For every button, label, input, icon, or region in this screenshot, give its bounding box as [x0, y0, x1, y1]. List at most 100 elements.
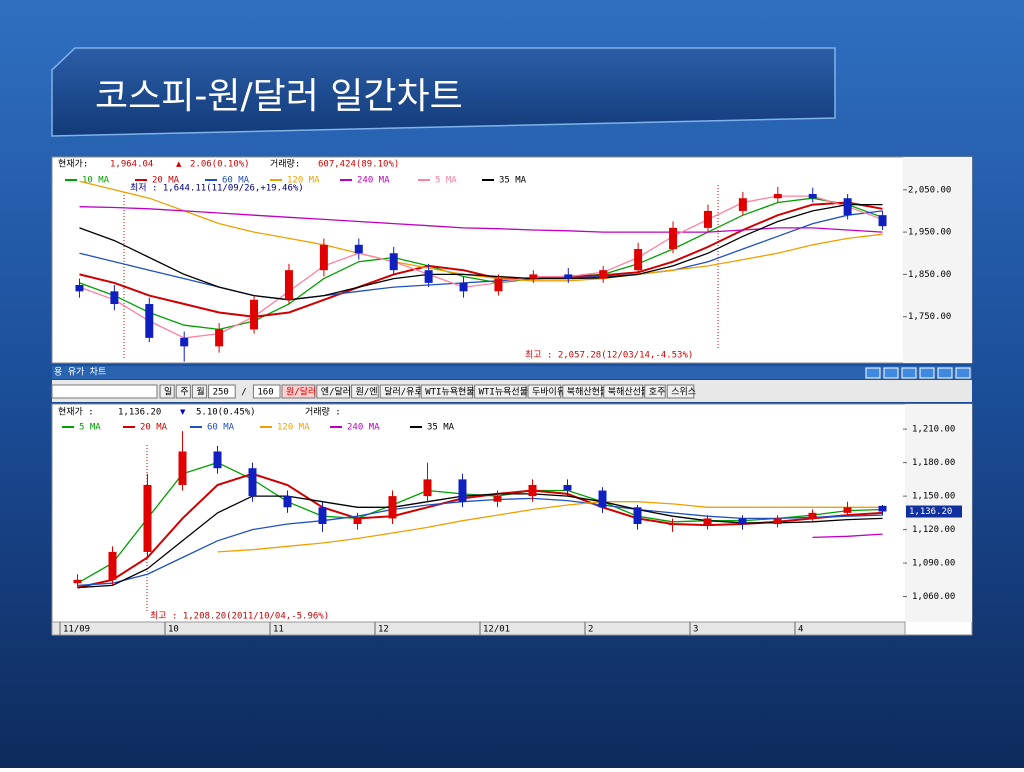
- candle-body: [773, 518, 782, 525]
- legend-label: 20 MA: [140, 423, 168, 433]
- candle-body: [354, 244, 363, 254]
- candle-body: [180, 337, 189, 347]
- y-tick-label: 1,150.00: [912, 492, 955, 502]
- ma-line: [77, 493, 883, 589]
- info-text: 현재가:: [58, 159, 88, 170]
- button-label[interactable]: 두바이유: [532, 387, 565, 398]
- candle-body: [634, 249, 643, 271]
- icon[interactable]: [919, 367, 935, 379]
- button[interactable]: [603, 384, 644, 399]
- y-tick-label: 1,090.00: [912, 559, 955, 569]
- button-label[interactable]: 엔/달러: [321, 386, 351, 398]
- icon[interactable]: [955, 367, 971, 379]
- y-tick-label: 1,850.00: [908, 270, 951, 280]
- button-label[interactable]: 스위스: [671, 387, 696, 398]
- candle-body: [108, 551, 117, 580]
- button[interactable]: [644, 384, 666, 399]
- input-box[interactable]: [51, 384, 158, 399]
- candle-body: [178, 451, 187, 485]
- button[interactable]: [281, 384, 316, 399]
- y-tick-label: 1,210.00: [912, 425, 955, 435]
- button-label[interactable]: 북해산현물: [567, 387, 608, 398]
- candle-body: [318, 507, 327, 525]
- icon[interactable]: [937, 367, 953, 379]
- ma-line: [79, 195, 883, 339]
- legend-label: 60 MA: [207, 423, 235, 433]
- x-tick-label: 11/09: [63, 625, 90, 635]
- candle-body: [424, 270, 433, 283]
- y-tick-label: 1,750.00: [908, 312, 951, 322]
- toolbar-title: 용 유가 차트: [54, 366, 106, 378]
- legend-label: 240 MA: [357, 176, 390, 186]
- input-box[interactable]: [208, 384, 236, 399]
- button[interactable]: [316, 384, 351, 399]
- x-axis-strip: [51, 621, 906, 636]
- button[interactable]: [666, 384, 695, 399]
- title-banner: [51, 47, 836, 137]
- icon[interactable]: [901, 367, 917, 379]
- info-text: ▼: [180, 408, 186, 418]
- button-label[interactable]: 일: [164, 387, 172, 398]
- candle-body: [215, 329, 224, 347]
- legend-label: 5 MA: [79, 423, 101, 433]
- info-text: 1,136.20: [118, 408, 161, 418]
- button-label[interactable]: 달러/유로: [384, 386, 423, 398]
- info-text: 현재가 :: [58, 407, 94, 418]
- y-tick-label: 2,050.00: [908, 185, 951, 195]
- ma-line: [77, 472, 883, 589]
- info-text: ▲: [176, 160, 182, 170]
- candle-body: [738, 198, 747, 211]
- legend-label: 120 MA: [277, 423, 310, 433]
- button[interactable]: [527, 384, 562, 399]
- y-tick-label: 1,950.00: [908, 228, 951, 238]
- button[interactable]: [191, 384, 208, 399]
- candle-body: [878, 215, 887, 227]
- button-label[interactable]: 주: [180, 387, 188, 398]
- axis-panel: [903, 157, 972, 363]
- annotation: 최저 : 1,644.11(11/09/26,+19.46%): [130, 183, 304, 194]
- button-label[interactable]: WTI뉴욕현물: [425, 387, 474, 398]
- button-label[interactable]: 250: [213, 388, 229, 398]
- candle-body: [494, 278, 503, 292]
- legend-label: 20 MA: [152, 176, 180, 186]
- x-tick-label: 11: [273, 625, 284, 635]
- candle-body: [843, 507, 852, 513]
- button[interactable]: [175, 384, 191, 399]
- button-label[interactable]: 원/엔: [356, 387, 378, 398]
- button-label[interactable]: 원/달러: [286, 386, 316, 398]
- candle-body: [493, 496, 502, 502]
- icon[interactable]: [883, 367, 899, 379]
- button-label[interactable]: 북해산선물: [608, 387, 649, 398]
- candle-body: [284, 270, 293, 300]
- y-tick-label: 1,060.00: [912, 592, 955, 602]
- button[interactable]: [474, 384, 527, 399]
- input-box[interactable]: [252, 384, 281, 399]
- chart-panel: [51, 156, 973, 364]
- candle-body: [213, 451, 222, 469]
- icon[interactable]: [865, 367, 881, 379]
- candle-body: [319, 244, 328, 271]
- candle-body: [283, 496, 292, 508]
- candle-body: [703, 210, 712, 228]
- y-tick-label: 1,120.00: [912, 525, 955, 535]
- candle-body: [598, 490, 607, 508]
- candle-body: [388, 496, 397, 519]
- button-label[interactable]: WTI뉴욕선물: [479, 387, 528, 398]
- info-text: 1,964.04: [110, 160, 153, 170]
- candle-body: [143, 484, 152, 552]
- button[interactable]: [562, 384, 603, 399]
- button-label[interactable]: 월: [196, 386, 204, 398]
- annotation: 최고 : 1,208.20(2011/10/04,-5.96%): [150, 611, 329, 622]
- candle-body: [599, 270, 608, 279]
- button[interactable]: [379, 384, 420, 399]
- button[interactable]: [159, 384, 175, 399]
- button[interactable]: [420, 384, 474, 399]
- candle-body: [423, 479, 432, 497]
- button[interactable]: [351, 384, 379, 399]
- candle-body: [73, 579, 82, 584]
- ma-line: [79, 206, 883, 233]
- button-label[interactable]: 160: [257, 388, 273, 398]
- button-label[interactable]: 호주: [649, 387, 666, 398]
